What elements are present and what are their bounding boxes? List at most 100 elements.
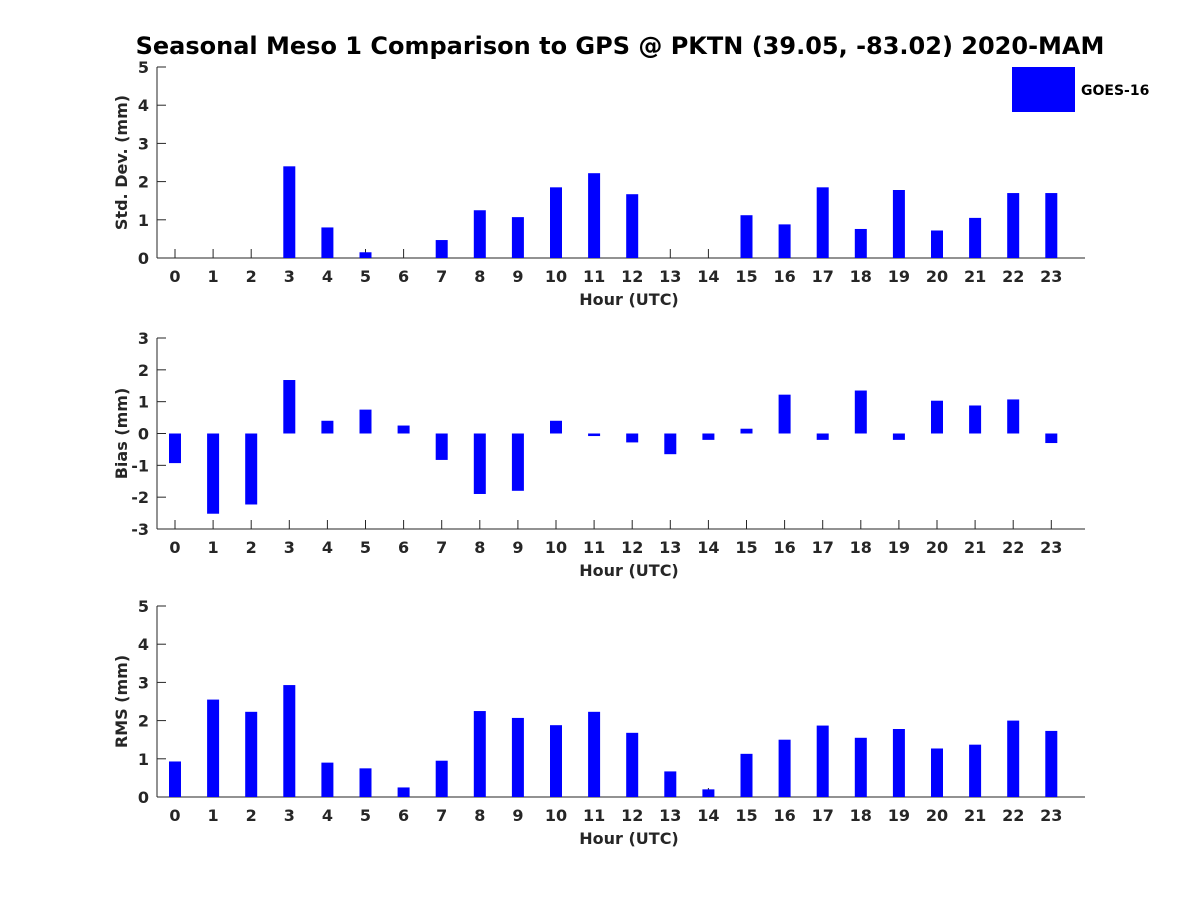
- y-tick-label: 2: [138, 712, 149, 731]
- x-tick-label: 23: [1040, 806, 1062, 825]
- x-tick-label: 16: [773, 267, 795, 286]
- bar: [626, 194, 639, 258]
- bar: [550, 420, 562, 434]
- x-tick-label: 0: [169, 538, 180, 557]
- x-tick-label: 4: [322, 538, 333, 557]
- y-tick-label: 0: [138, 249, 149, 268]
- x-tick-label: 8: [474, 806, 485, 825]
- bar: [626, 732, 639, 797]
- x-tick-label: 20: [926, 267, 948, 286]
- x-tick-label: 6: [398, 267, 409, 286]
- y-tick-label: 0: [138, 425, 149, 444]
- x-tick-label: 20: [926, 538, 948, 557]
- x-tick-label: 23: [1040, 538, 1062, 557]
- x-tick-label: 10: [545, 267, 567, 286]
- x-tick-label: 7: [436, 267, 447, 286]
- y-tick-label: 4: [138, 96, 149, 115]
- x-tick-label: 2: [246, 538, 257, 557]
- x-tick-label: 13: [659, 267, 681, 286]
- bar: [283, 380, 296, 434]
- x-tick-label: 3: [284, 538, 295, 557]
- x-tick-label: 17: [812, 538, 834, 557]
- y-tick-label: 3: [138, 134, 149, 153]
- x-tick-label: 6: [398, 538, 409, 557]
- bar: [1045, 193, 1058, 258]
- x-tick-label: 17: [812, 806, 834, 825]
- bar: [321, 420, 334, 434]
- x-tick-label: 15: [735, 267, 757, 286]
- x-tick-label: 18: [850, 538, 872, 557]
- x-tick-label: 5: [360, 806, 371, 825]
- x-tick-label: 15: [735, 538, 757, 557]
- x-tick-label: 1: [208, 806, 219, 825]
- bar: [245, 711, 258, 797]
- bar: [931, 748, 943, 797]
- x-tick-label: 5: [360, 538, 371, 557]
- x-tick-label: 1: [208, 538, 219, 557]
- bar: [283, 685, 296, 797]
- bar: [969, 217, 982, 258]
- y-axis-label: Bias (mm): [112, 388, 131, 480]
- x-tick-label: 22: [1002, 538, 1024, 557]
- bar: [207, 433, 220, 514]
- x-tick-label: 9: [512, 267, 523, 286]
- bar: [969, 744, 982, 797]
- x-tick-label: 2: [246, 267, 257, 286]
- bar: [931, 230, 943, 258]
- bar: [892, 729, 905, 797]
- bar: [511, 217, 524, 258]
- bar: [778, 739, 791, 797]
- y-tick-label: 3: [138, 329, 149, 348]
- bar: [816, 725, 829, 797]
- x-tick-label: 11: [583, 267, 605, 286]
- x-tick-label: 10: [545, 538, 567, 557]
- x-tick-label: 18: [850, 806, 872, 825]
- x-tick-label: 3: [284, 267, 295, 286]
- bar: [854, 228, 867, 258]
- x-tick-label: 21: [964, 538, 986, 557]
- x-tick-label: 4: [322, 267, 333, 286]
- bar: [664, 433, 677, 455]
- y-tick-label: 2: [138, 173, 149, 192]
- x-tick-label: 12: [621, 267, 643, 286]
- bar: [435, 433, 448, 460]
- bar: [588, 173, 601, 258]
- x-tick-label: 19: [888, 806, 910, 825]
- bar: [397, 425, 410, 434]
- bar: [550, 187, 562, 258]
- bar: [816, 187, 829, 258]
- bar: [473, 210, 486, 258]
- bar: [169, 761, 181, 797]
- x-axis-label: Hour (UTC): [579, 561, 679, 580]
- x-tick-label: 0: [169, 806, 180, 825]
- x-tick-label: 0: [169, 267, 180, 286]
- bar: [435, 240, 448, 258]
- x-tick-label: 15: [735, 806, 757, 825]
- x-tick-label: 19: [888, 538, 910, 557]
- bar: [854, 737, 867, 797]
- bar: [740, 753, 753, 797]
- x-tick-label: 11: [583, 538, 605, 557]
- x-tick-label: 21: [964, 267, 986, 286]
- y-tick-label: 1: [138, 750, 149, 769]
- bar: [1007, 399, 1020, 434]
- y-tick-label: -2: [131, 488, 149, 507]
- bar: [1045, 433, 1058, 444]
- x-tick-label: 9: [512, 806, 523, 825]
- x-tick-label: 22: [1002, 267, 1024, 286]
- x-tick-label: 8: [474, 538, 485, 557]
- bar: [397, 787, 410, 797]
- x-tick-label: 19: [888, 267, 910, 286]
- x-tick-label: 10: [545, 806, 567, 825]
- bar: [359, 252, 372, 258]
- bar: [473, 433, 486, 494]
- bar: [740, 215, 753, 258]
- y-tick-label: 1: [138, 393, 149, 412]
- x-axis-label: Hour (UTC): [579, 290, 679, 309]
- y-tick-label: 4: [138, 635, 149, 654]
